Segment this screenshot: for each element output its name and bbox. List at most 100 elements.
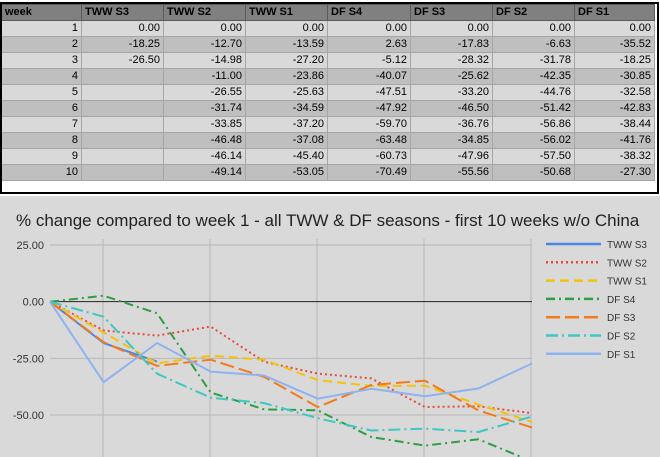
table-cell[interactable]: -49.14 [163, 164, 246, 181]
table-cell[interactable]: 0.00 [81, 20, 164, 37]
table-cell[interactable]: 2 [1, 36, 82, 53]
column-header[interactable]: DF S2 [492, 4, 575, 21]
table-cell[interactable]: -44.76 [492, 84, 575, 101]
table-cell[interactable]: -41.76 [574, 132, 655, 149]
table-cell[interactable] [81, 148, 164, 165]
table-cell[interactable] [81, 164, 164, 181]
table-cell[interactable]: -25.62 [410, 68, 493, 85]
table-cell[interactable] [81, 132, 164, 149]
table-cell[interactable]: -31.74 [163, 100, 246, 117]
table-cell[interactable]: 6 [1, 100, 82, 117]
table-cell[interactable]: -30.85 [574, 68, 655, 85]
table-cell[interactable]: -18.25 [574, 52, 655, 69]
table-cell[interactable]: 4 [1, 68, 82, 85]
table-cell[interactable]: -12.70 [163, 36, 246, 53]
table-cell[interactable]: -37.08 [245, 132, 328, 149]
y-tick-label: 0.00 [23, 297, 44, 309]
table-cell[interactable]: -34.59 [245, 100, 328, 117]
legend-label: TWW S1 [607, 277, 647, 288]
table-cell[interactable]: -13.59 [245, 36, 328, 53]
series-line-tww-s1 [49, 300, 533, 423]
table-cell[interactable]: -33.85 [163, 116, 246, 133]
table-cell[interactable]: -42.35 [492, 68, 575, 85]
table-cell[interactable]: -26.50 [81, 52, 164, 69]
table-cell[interactable]: -63.48 [327, 132, 411, 149]
table-cell[interactable]: 0.00 [245, 20, 328, 37]
table-cell[interactable]: -34.85 [410, 132, 493, 149]
table-cell[interactable]: -53.05 [245, 164, 328, 181]
table-cell[interactable]: 7 [1, 116, 82, 133]
series-line-df-s3 [49, 300, 533, 429]
table-cell[interactable]: -38.32 [574, 148, 655, 165]
table-cell[interactable]: -31.78 [492, 52, 575, 69]
table-cell[interactable]: -33.20 [410, 84, 493, 101]
table-cell[interactable]: -56.02 [492, 132, 575, 149]
table-cell[interactable]: 1 [1, 20, 82, 37]
table-row: 1 0.00 0.00 0.00 0.00 0.00 0.00 0.00 [1, 20, 655, 37]
table-row: 7 -33.85 -37.20 -59.70 -36.76 -56.86 -38.44 [1, 116, 655, 133]
table-cell[interactable]: -55.56 [410, 164, 493, 181]
table-cell[interactable] [81, 68, 164, 85]
column-header[interactable]: DF S4 [327, 4, 411, 21]
table-cell[interactable]: -60.73 [327, 148, 411, 165]
column-header[interactable]: TWW S2 [163, 4, 246, 21]
table-cell[interactable]: -23.86 [245, 68, 328, 85]
table-cell[interactable]: -36.76 [410, 116, 493, 133]
chart-svg: 25.00 0.00 -25.00 -50.00 TWW S3 TWW S2 TWW S1 D… [13, 239, 647, 457]
table-cell[interactable]: -18.25 [81, 36, 164, 53]
table-cell[interactable]: -47.92 [327, 100, 411, 117]
table-cell[interactable]: -46.14 [163, 148, 246, 165]
table-cell[interactable]: -37.20 [245, 116, 328, 133]
table-cell[interactable]: -51.42 [492, 100, 575, 117]
table-cell[interactable]: -28.32 [410, 52, 493, 69]
table-cell[interactable]: -47.51 [327, 84, 411, 101]
column-header[interactable]: DF S1 [574, 4, 655, 21]
table-cell[interactable]: 0.00 [492, 20, 575, 37]
table-cell[interactable]: -70.49 [327, 164, 411, 181]
table-cell[interactable] [81, 116, 164, 133]
table-cell[interactable]: -6.63 [492, 36, 575, 53]
table-cell[interactable]: -27.20 [245, 52, 328, 69]
table-cell[interactable]: 5 [1, 84, 82, 101]
table-cell[interactable] [81, 100, 164, 117]
table-cell[interactable]: 2.63 [327, 36, 411, 53]
table-cell[interactable]: -57.50 [492, 148, 575, 165]
table-cell[interactable]: -46.50 [410, 100, 493, 117]
table-cell[interactable]: -35.52 [574, 36, 655, 53]
table-cell[interactable]: -50.68 [492, 164, 575, 181]
table-cell[interactable]: 0.00 [163, 20, 246, 37]
table-cell[interactable]: -47.96 [410, 148, 493, 165]
table-cell[interactable]: -5.12 [327, 52, 411, 69]
table-cell[interactable]: -56.86 [492, 116, 575, 133]
table-cell[interactable]: -17.83 [410, 36, 493, 53]
column-header[interactable]: TWW S1 [245, 4, 328, 21]
column-header[interactable]: DF S3 [410, 4, 493, 21]
table-cell[interactable]: 8 [1, 132, 82, 149]
table-cell[interactable]: -11.00 [163, 68, 246, 85]
y-tick-label: -25.00 [13, 353, 44, 365]
table-cell[interactable]: 10 [1, 164, 82, 181]
column-header[interactable]: week [1, 4, 82, 21]
table-cell[interactable]: -14.98 [163, 52, 246, 69]
table-row: 10 -49.14 -53.05 -70.49 -55.56 -50.68 -27.30 [1, 164, 655, 181]
table-cell[interactable]: -45.40 [245, 148, 328, 165]
table-cell[interactable]: -59.70 [327, 116, 411, 133]
table-cell[interactable]: -32.58 [574, 84, 655, 101]
table-cell[interactable]: -38.44 [574, 116, 655, 133]
table-cell[interactable]: 3 [1, 52, 82, 69]
table-cell[interactable]: -46.48 [163, 132, 246, 149]
table-cell[interactable]: 9 [1, 148, 82, 165]
column-header[interactable]: TWW S3 [81, 4, 164, 21]
table-row: 4 -11.00 -23.86 -40.07 -25.62 -42.35 -30.85 [1, 68, 655, 85]
legend-label: DF S4 [607, 295, 636, 306]
table-cell[interactable]: -42.83 [574, 100, 655, 117]
table-cell[interactable]: -25.63 [245, 84, 328, 101]
series-line-tww-s2 [49, 300, 533, 415]
table-cell[interactable]: -27.30 [574, 164, 655, 181]
table-cell[interactable]: 0.00 [574, 20, 655, 37]
table-cell[interactable] [81, 84, 164, 101]
table-cell[interactable]: 0.00 [410, 20, 493, 37]
table-cell[interactable]: 0.00 [327, 20, 411, 37]
table-cell[interactable]: -40.07 [327, 68, 411, 85]
table-cell[interactable]: -26.55 [163, 84, 246, 101]
